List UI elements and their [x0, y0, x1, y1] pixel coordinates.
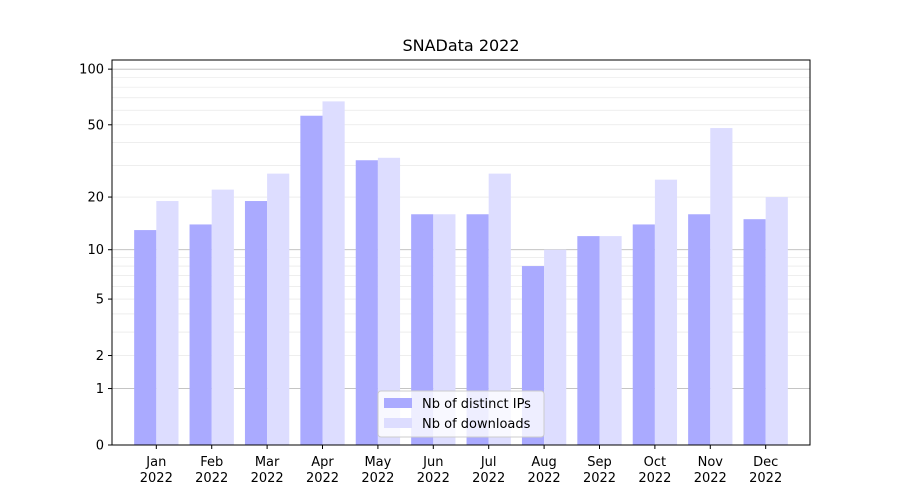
- bar-downloads: [211, 189, 234, 445]
- bar-downloads: [377, 157, 401, 445]
- bar-distinct-ips: [300, 115, 323, 445]
- x-tick-label: 2022: [583, 471, 616, 486]
- x-tick-label: 2022: [749, 471, 782, 486]
- bars-layer: [134, 101, 788, 446]
- bar-distinct-ips: [244, 201, 268, 445]
- bar-distinct-ips: [411, 214, 434, 445]
- x-tick-label: 2022: [528, 471, 561, 486]
- bar-distinct-ips: [688, 214, 711, 445]
- y-tick-label: 0: [96, 439, 104, 454]
- bar-distinct-ips: [743, 219, 766, 445]
- bar-downloads: [488, 173, 511, 445]
- bar-distinct-ips: [466, 214, 489, 445]
- legend-label: Nb of downloads: [422, 417, 531, 432]
- bar-downloads: [599, 236, 622, 445]
- plot-frame: [111, 59, 811, 446]
- bar-downloads: [156, 201, 179, 445]
- bar-distinct-ips: [134, 230, 157, 445]
- x-tick-label: 2022: [361, 471, 394, 486]
- y-tick-label: 50: [87, 118, 104, 133]
- y-tick-label: 2: [96, 349, 104, 364]
- x-tick-label: 2022: [140, 471, 173, 486]
- x-tick-label: Apr: [311, 455, 334, 470]
- x-axis: Jan2022Feb2022Mar2022Apr2022May2022Jun20…: [140, 445, 782, 486]
- y-axis: 0 1 2 5 10 20 50 100: [79, 63, 112, 454]
- y-tick-label: 20: [87, 191, 104, 206]
- bar-distinct-ips: [189, 224, 212, 445]
- x-tick-label: Oct: [644, 455, 666, 470]
- x-tick-label: 2022: [306, 471, 339, 486]
- x-tick-label: 2022: [251, 471, 284, 486]
- x-tick-label: 2022: [638, 471, 671, 486]
- y-tick-label: 10: [87, 243, 104, 258]
- x-tick-label: 2022: [417, 471, 450, 486]
- x-tick-label: 2022: [472, 471, 505, 486]
- y-tick-label: 1: [96, 382, 104, 397]
- x-tick-label: Jun: [422, 455, 443, 470]
- legend-box: [377, 390, 545, 438]
- legend-swatch: [384, 418, 412, 428]
- bar-downloads: [267, 173, 290, 445]
- x-tick-label: 2022: [694, 471, 727, 486]
- bar-downloads: [433, 214, 456, 445]
- x-tick-label: Jul: [480, 455, 497, 470]
- legend: Nb of distinct IPs Nb of downloads: [377, 390, 545, 438]
- legend-swatch: [384, 398, 412, 408]
- x-tick-label: May: [364, 455, 391, 470]
- bar-distinct-ips: [355, 160, 378, 445]
- x-tick-label: Mar: [255, 455, 280, 470]
- y-tick-label: 5: [96, 293, 104, 308]
- bar-downloads: [322, 101, 345, 445]
- x-tick-label: Sep: [587, 455, 612, 470]
- bar-distinct-ips: [632, 224, 655, 445]
- chart-title: SNAData 2022: [402, 36, 519, 55]
- bar-downloads: [654, 179, 678, 446]
- bar-downloads: [544, 249, 567, 445]
- bar-downloads: [765, 197, 788, 445]
- legend-label: Nb of distinct IPs: [422, 397, 531, 412]
- x-tick-label: 2022: [195, 471, 228, 486]
- y-tick-label: 100: [79, 63, 104, 78]
- x-tick-label: Aug: [531, 455, 556, 470]
- x-tick-label: Nov: [698, 455, 724, 470]
- x-tick-label: Dec: [753, 455, 778, 470]
- bar-downloads: [710, 128, 733, 445]
- x-tick-label: Jan: [145, 455, 166, 470]
- x-tick-label: Feb: [200, 455, 223, 470]
- bar-distinct-ips: [577, 236, 600, 445]
